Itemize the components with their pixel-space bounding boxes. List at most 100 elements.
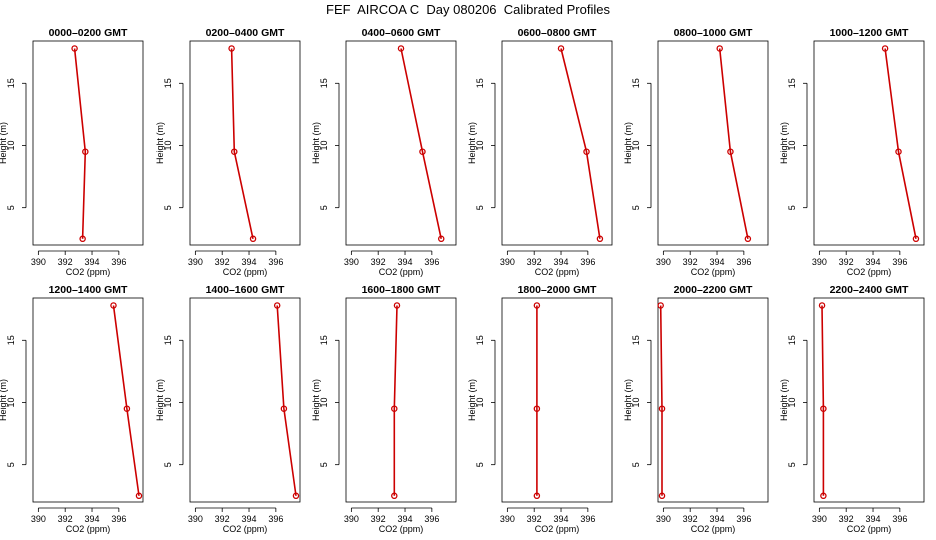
y-tick-label: 15 (475, 335, 485, 345)
x-tick-label: 396 (892, 514, 907, 524)
y-tick-label: 15 (475, 78, 485, 88)
x-tick-label: 392 (527, 257, 542, 267)
panel-title: 0000–0200 GMT (49, 27, 128, 39)
x-axis-label: CO2 (ppm) (66, 267, 111, 277)
profile-line (276, 305, 297, 496)
data-point-marker (881, 45, 889, 52)
panel-title: 1800–2000 GMT (518, 284, 597, 296)
data-point-marker (596, 235, 604, 243)
y-tick-label: 10 (475, 140, 485, 150)
y-tick-label: 10 (787, 140, 797, 150)
data-point-marker (533, 302, 541, 309)
plot-frame (189, 297, 301, 503)
x-tick-label: 392 (839, 514, 854, 524)
y-axis-label: Height (m) (779, 122, 789, 164)
x-tick-label: 396 (111, 514, 126, 524)
y-tick-label: 5 (319, 462, 329, 467)
panel-title: 0200–0400 GMT (206, 27, 285, 39)
y-tick-label: 5 (475, 205, 485, 210)
y-axis-label: Height (m) (623, 122, 633, 164)
x-axis-label: CO2 (ppm) (535, 267, 580, 277)
x-tick-label: 394 (398, 514, 413, 524)
data-point-marker (391, 492, 398, 500)
x-tick-label: 394 (866, 257, 881, 267)
x-tick-label: 392 (371, 257, 386, 267)
data-point-marker (231, 148, 238, 155)
plot-frame (189, 40, 301, 246)
y-tick-label: 5 (631, 205, 641, 210)
plot-frame (501, 40, 613, 246)
y-tick-label: 15 (319, 335, 329, 345)
x-tick-label: 396 (580, 257, 595, 267)
profile-line (400, 48, 442, 239)
x-tick-label: 390 (812, 257, 827, 267)
x-tick-label: 390 (812, 514, 827, 524)
y-tick-label: 10 (475, 397, 485, 407)
panel-title: 2200–2400 GMT (830, 284, 909, 296)
x-axis-label: CO2 (ppm) (379, 524, 424, 534)
x-axis-label: CO2 (ppm) (66, 524, 111, 534)
x-tick-label: 394 (710, 257, 725, 267)
x-tick-label: 394 (242, 514, 257, 524)
panel-title: 1000–1200 GMT (830, 27, 909, 39)
x-tick-label: 396 (892, 257, 907, 267)
data-point-marker (292, 492, 300, 500)
x-axis-label: CO2 (ppm) (847, 267, 892, 277)
x-tick-label: 394 (85, 514, 100, 524)
x-tick-label: 394 (85, 257, 100, 267)
y-tick-label: 15 (631, 335, 641, 345)
y-tick-label: 10 (6, 397, 16, 407)
panel-title: 1600–1800 GMT (362, 284, 441, 296)
y-tick-label: 5 (163, 462, 173, 467)
y-axis-label: Height (m) (623, 379, 633, 421)
x-tick-label: 396 (424, 257, 439, 267)
x-tick-label: 390 (31, 514, 46, 524)
data-point-marker (744, 235, 752, 243)
plot-frame (813, 40, 925, 246)
panel-title: 1200–1400 GMT (49, 284, 128, 296)
x-tick-label: 392 (58, 257, 73, 267)
x-tick-label: 392 (683, 514, 698, 524)
plot-frame (345, 40, 457, 246)
y-tick-label: 15 (163, 335, 173, 345)
data-point-marker (820, 492, 827, 500)
x-tick-label: 390 (656, 514, 671, 524)
x-tick-label: 392 (58, 514, 73, 524)
y-axis-label: Height (m) (467, 122, 477, 164)
data-point-marker (557, 45, 565, 52)
data-point-marker (820, 405, 827, 412)
y-axis-label: Height (m) (311, 379, 321, 421)
y-axis-label: Height (m) (779, 379, 789, 421)
x-axis-label: CO2 (ppm) (535, 524, 580, 534)
y-tick-label: 5 (787, 462, 797, 467)
data-point-marker (818, 302, 826, 309)
profile-line (73, 48, 87, 239)
data-point-marker (79, 235, 86, 243)
x-axis-label: CO2 (ppm) (691, 267, 736, 277)
data-point-marker (391, 405, 398, 412)
y-tick-label: 5 (6, 462, 16, 467)
y-tick-label: 10 (319, 397, 329, 407)
data-point-marker (583, 148, 590, 155)
data-point-marker (658, 405, 666, 412)
y-tick-label: 5 (475, 462, 485, 467)
profile-line (230, 48, 254, 239)
y-tick-label: 5 (163, 205, 173, 210)
panel-title: 2000–2200 GMT (674, 284, 753, 296)
panel-title: 0600–0800 GMT (518, 27, 597, 39)
x-tick-label: 392 (527, 514, 542, 524)
profile-line (112, 305, 140, 496)
data-point-marker (895, 148, 902, 155)
x-axis-label: CO2 (ppm) (223, 267, 268, 277)
x-tick-label: 396 (580, 514, 595, 524)
data-point-marker (533, 492, 541, 500)
y-tick-label: 15 (631, 78, 641, 88)
x-tick-label: 394 (554, 257, 569, 267)
y-axis-label: Height (m) (0, 122, 8, 164)
y-tick-label: 10 (319, 140, 329, 150)
